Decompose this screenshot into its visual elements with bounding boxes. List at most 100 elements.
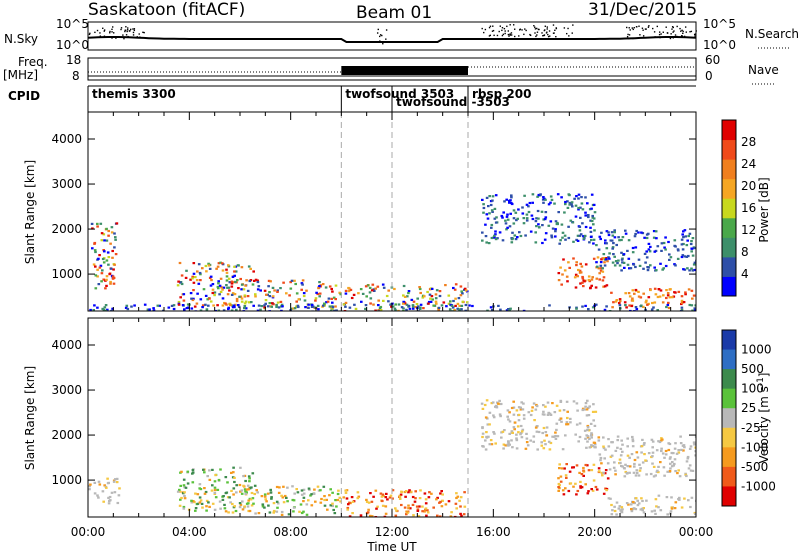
heatmap-cell — [272, 502, 276, 505]
heatmap-cell — [315, 291, 318, 294]
heatmap-cell — [568, 201, 572, 205]
heatmap-cell — [602, 447, 606, 450]
heatmap-cell — [435, 302, 438, 305]
heatmap-cell — [608, 252, 611, 255]
heatmap-cell — [669, 462, 672, 465]
heatmap-cell — [512, 413, 516, 416]
nsearch-dot — [136, 36, 138, 38]
heatmap-cell — [93, 481, 97, 484]
heatmap-cell — [572, 400, 576, 403]
heatmap-cell — [185, 307, 189, 310]
heatmap-cell — [558, 467, 561, 470]
heatmap-cell — [650, 308, 654, 311]
heatmap-cell — [683, 497, 686, 500]
heatmap-cell — [639, 296, 643, 299]
heatmap-cell — [509, 212, 512, 215]
heatmap-cell — [256, 309, 260, 311]
heatmap-cell — [143, 303, 147, 306]
heatmap-cell — [490, 236, 494, 240]
heatmap-cell — [655, 237, 658, 240]
heatmap-cell — [100, 239, 104, 242]
nsearch-tick-low: 10^0 — [703, 38, 736, 52]
heatmap-cell — [382, 286, 386, 289]
heatmap-cell — [666, 303, 670, 307]
heatmap-cell — [458, 304, 461, 307]
heatmap-cell — [112, 480, 116, 483]
heatmap-cell — [673, 458, 677, 461]
heatmap-cell — [669, 456, 672, 459]
heatmap-cell — [268, 302, 272, 305]
heatmap-cell — [490, 402, 494, 405]
heatmap-cell — [482, 203, 485, 206]
nsearch-dot — [492, 29, 495, 32]
heatmap-cell — [570, 203, 573, 206]
heatmap-cell — [510, 196, 513, 199]
heatmap-cell — [226, 481, 229, 484]
nsearch-dot — [549, 35, 551, 37]
heatmap-cell — [209, 275, 213, 278]
heatmap-cell — [654, 474, 657, 477]
heatmap-cell — [302, 492, 306, 495]
heatmap-cell — [593, 441, 597, 444]
heatmap-cell — [657, 440, 660, 443]
heatmap-cell — [402, 307, 405, 310]
heatmap-cell — [642, 267, 645, 270]
heatmap-cell — [193, 305, 197, 308]
heatmap-cell — [626, 249, 629, 252]
heatmap-cell — [297, 305, 300, 309]
heatmap-cell — [440, 490, 443, 493]
heatmap-cell — [225, 275, 229, 278]
heatmap-cell — [671, 461, 674, 464]
heatmap-cell — [658, 295, 662, 298]
nsearch-dot — [535, 35, 537, 38]
heatmap-cell — [292, 307, 295, 310]
heatmap-cell — [617, 236, 620, 239]
heatmap-cell — [674, 264, 677, 267]
heatmap-cell — [634, 306, 638, 309]
heatmap-cell — [365, 498, 368, 501]
heatmap-cell — [626, 437, 629, 440]
heatmap-cell — [493, 217, 497, 220]
heatmap-cell — [590, 469, 594, 472]
heatmap-cell — [235, 297, 239, 301]
heatmap-cell — [204, 294, 208, 297]
heatmap-cell — [253, 484, 257, 487]
y-tick-label: 3000 — [51, 177, 82, 191]
heatmap-cell — [248, 480, 251, 483]
heatmap-cell — [407, 491, 410, 494]
heatmap-cell — [246, 505, 250, 508]
heatmap-cell — [302, 292, 306, 295]
heatmap-cell — [645, 233, 649, 236]
nsearch-dot — [665, 26, 667, 28]
heatmap-cell — [639, 467, 642, 470]
heatmap-cell — [241, 500, 244, 503]
heatmap-cell — [489, 306, 493, 309]
heatmap-cell — [549, 195, 553, 198]
heatmap-cell — [179, 296, 182, 299]
x-tick-label: 00:00 — [679, 525, 714, 539]
heatmap-cell — [623, 467, 626, 470]
heatmap-cell — [643, 442, 646, 445]
heatmap-cell — [394, 303, 397, 306]
heatmap-cell — [334, 284, 338, 287]
heatmap-cell — [692, 441, 696, 444]
heatmap-cell — [279, 300, 283, 303]
heatmap-cell — [679, 442, 683, 445]
heatmap-cell — [485, 213, 489, 216]
nsearch-dot — [523, 33, 525, 36]
heatmap-cell — [300, 282, 304, 285]
heatmap-cell — [350, 296, 354, 300]
heatmap-cell — [463, 287, 467, 290]
heatmap-cell — [391, 489, 395, 492]
heatmap-cell — [565, 476, 568, 479]
heatmap-cell — [620, 508, 623, 511]
heatmap-cell — [357, 495, 361, 498]
heatmap-cell — [250, 301, 253, 304]
heatmap-cell — [217, 280, 220, 283]
colorbar-swatch — [722, 120, 736, 141]
heatmap-cell — [506, 226, 509, 229]
heatmap-cell — [579, 271, 583, 274]
heatmap-cell — [645, 499, 648, 502]
heatmap-cell — [213, 294, 216, 297]
heatmap-cell — [605, 230, 609, 233]
